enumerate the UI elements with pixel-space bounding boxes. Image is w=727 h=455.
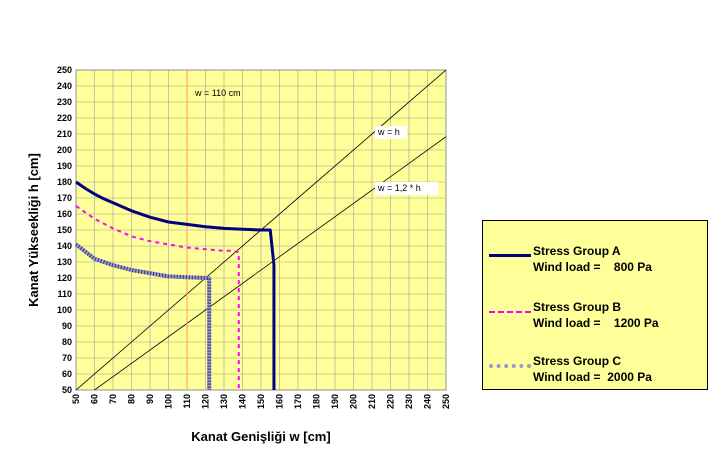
- legend-item-c: Stress Group C Wind load = 2000 Pa: [483, 345, 707, 389]
- y-tick-label: 120: [57, 273, 72, 283]
- x-tick-label: 70: [108, 394, 118, 404]
- y-tick-label: 170: [57, 193, 72, 203]
- x-tick-label: 110: [182, 394, 192, 409]
- legend-load-label: Wind load = 2000 Pa: [533, 370, 652, 384]
- legend-series-name: Stress Group C: [533, 354, 622, 368]
- x-tick-label: 240: [423, 394, 433, 409]
- y-tick-label: 220: [57, 113, 72, 123]
- x-tick-label: 190: [330, 394, 340, 409]
- x-tick-label: 50: [71, 394, 81, 404]
- y-tick-label: 110: [57, 289, 72, 299]
- x-tick-label: 220: [386, 394, 396, 409]
- x-tick-label: 210: [367, 394, 377, 409]
- legend-swatch-c: [489, 364, 531, 368]
- y-tick-label: 230: [57, 97, 72, 107]
- legend-series-name: Stress Group A: [533, 244, 621, 258]
- y-tick-label: 130: [57, 257, 72, 267]
- x-tick-labels: 50 60 70 80 90 100 110 120 130 140 150 160 170 180 190…: [71, 394, 451, 409]
- x-tick-label: 170: [293, 394, 303, 409]
- reference-label-w-eq-h: w = h: [377, 127, 400, 137]
- x-tick-label: 80: [127, 394, 137, 404]
- y-tick-label: 240: [57, 81, 72, 91]
- legend-item-a: Stress Group A Wind load = 800 Pa: [483, 235, 707, 279]
- reference-label-w-eq-1-2h-box: [375, 182, 439, 195]
- reference-line: [94, 136, 446, 390]
- y-tick-label: 180: [57, 177, 72, 187]
- y-tick-labels: 50 60 70 80 90 100 110 120 130 140 150 160 170 180 190…: [57, 65, 72, 395]
- y-tick-label: 160: [57, 209, 72, 219]
- legend-swatch-b: [489, 311, 531, 313]
- legend-load-label: Wind load = 1200 Pa: [533, 316, 659, 330]
- series-line-c-hatch: [74, 242, 212, 390]
- x-tick-label: 100: [164, 394, 174, 409]
- series-line-a: [75, 180, 276, 390]
- x-tick-label: 140: [238, 394, 248, 409]
- x-tick-label: 160: [275, 394, 285, 409]
- legend: Stress Group A Wind load = 800 Pa Stress …: [482, 220, 708, 390]
- y-tick-label: 140: [57, 241, 72, 251]
- y-tick-label: 210: [57, 129, 72, 139]
- legend-item-b: Stress Group B Wind load = 1200 Pa: [483, 291, 707, 335]
- x-tick-label: 230: [404, 394, 414, 409]
- x-tick-label: 250: [441, 394, 451, 409]
- y-tick-label: 60: [62, 369, 72, 379]
- legend-text-b: Stress Group B Wind load = 1200 Pa: [533, 299, 659, 331]
- annotations: w = h w = 1,2 * h w = 110 cm: [194, 88, 439, 195]
- y-tick-label: 70: [62, 353, 72, 363]
- y-tick-label: 150: [57, 225, 72, 235]
- vertical-marker-label: w = 110 cm: [194, 88, 241, 98]
- y-tick-label: 80: [62, 337, 72, 347]
- y-axis-title: Kanat Yükseekliği h [cm]: [26, 153, 41, 307]
- reference-label-w-eq-h-box: [375, 126, 407, 139]
- x-tick-label: 120: [201, 394, 211, 409]
- x-tick-label: 200: [349, 394, 359, 409]
- x-tick-label: 60: [90, 394, 100, 404]
- x-tick-label: 180: [312, 394, 322, 409]
- y-tick-label: 200: [57, 145, 72, 155]
- y-tick-label: 50: [62, 385, 72, 395]
- y-tick-label: 250: [57, 65, 72, 75]
- legend-series-name: Stress Group B: [533, 300, 622, 314]
- x-tick-label: 130: [219, 394, 229, 409]
- series-group: [74, 180, 276, 390]
- reference-label-w-eq-1-2h: w = 1,2 * h: [377, 183, 421, 193]
- y-tick-label: 190: [57, 161, 72, 171]
- legend-text-a: Stress Group A Wind load = 800 Pa: [533, 243, 652, 275]
- x-tick-label: 150: [256, 394, 266, 409]
- y-tick-label: 100: [57, 305, 72, 315]
- x-axis-title: Kanat Genişliği w [cm]: [191, 429, 330, 444]
- y-tick-label: 90: [62, 321, 72, 331]
- x-tick-label: 90: [145, 394, 155, 404]
- legend-text-c: Stress Group C Wind load = 2000 Pa: [533, 353, 652, 385]
- legend-swatch-a: [489, 254, 531, 257]
- legend-load-label: Wind load = 800 Pa: [533, 260, 652, 274]
